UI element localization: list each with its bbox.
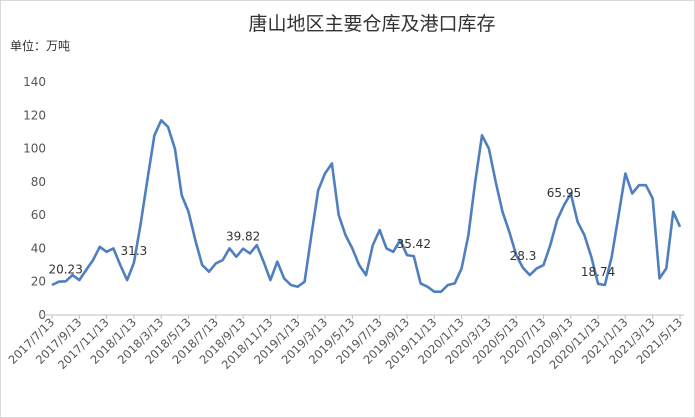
data-label: 18.74 bbox=[581, 265, 615, 279]
y-tick-label: 0 bbox=[38, 308, 46, 322]
y-tick-label: 20 bbox=[31, 275, 46, 289]
y-tick-label: 60 bbox=[31, 208, 46, 222]
chart-title: 唐山地区主要仓库及港口库存 bbox=[248, 13, 495, 35]
y-tick-label: 80 bbox=[31, 175, 46, 189]
data-label: 31.3 bbox=[121, 244, 148, 258]
data-label: 20.23 bbox=[48, 262, 82, 276]
y-tick-label: 120 bbox=[23, 108, 46, 122]
data-label: 39.82 bbox=[226, 230, 260, 244]
y-tick-label: 100 bbox=[23, 142, 46, 156]
data-line bbox=[51, 119, 682, 293]
y-tick-label: 40 bbox=[31, 241, 46, 255]
y-tick-label: 140 bbox=[23, 75, 46, 89]
data-label: 35.42 bbox=[397, 237, 431, 251]
data-label: 28.3 bbox=[510, 249, 537, 263]
data-label: 65.95 bbox=[547, 186, 581, 200]
y-unit-label: 单位：万吨 bbox=[10, 38, 70, 53]
